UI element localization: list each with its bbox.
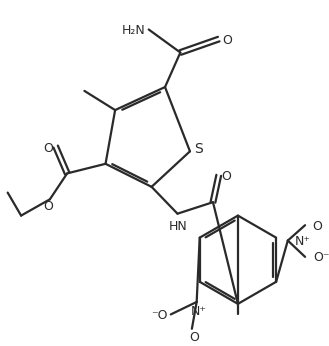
Text: O: O [221, 170, 231, 183]
Text: S: S [194, 143, 203, 156]
Text: ⁻O: ⁻O [151, 309, 167, 322]
Text: HN: HN [169, 220, 188, 233]
Text: H₂N: H₂N [121, 24, 145, 37]
Text: N⁺: N⁺ [190, 305, 207, 318]
Text: O: O [43, 142, 53, 155]
Text: O⁻: O⁻ [313, 251, 329, 264]
Text: O: O [43, 200, 53, 212]
Text: O: O [312, 220, 322, 233]
Text: O: O [222, 34, 232, 47]
Text: N⁺: N⁺ [294, 235, 311, 248]
Text: O: O [189, 331, 199, 344]
